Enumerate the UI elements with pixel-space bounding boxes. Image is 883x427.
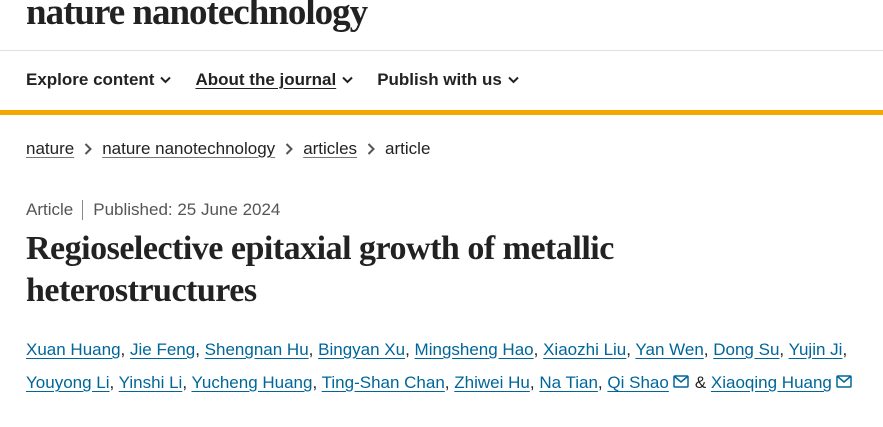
author-separator: , — [109, 373, 115, 392]
author-link[interactable]: Yan Wen — [635, 340, 704, 359]
author-separator: , — [405, 340, 410, 359]
chevron-glyph — [160, 76, 172, 84]
author-separator: , — [308, 340, 314, 359]
author-separator: , — [529, 373, 535, 392]
separator — [82, 200, 84, 220]
nav-label[interactable]: Publish with us — [377, 70, 502, 89]
author-link[interactable]: Youyong Li — [26, 373, 110, 392]
breadcrumb-link[interactable]: articles — [303, 139, 358, 158]
article-type: Article — [26, 200, 74, 219]
divider — [0, 50, 883, 51]
breadcrumb-chevron-glyph — [84, 143, 93, 155]
author-separator: , — [444, 373, 450, 392]
breadcrumb-chevron — [285, 143, 294, 155]
email-icon-glyph — [836, 375, 852, 388]
nav-label[interactable]: About the journal — [195, 70, 337, 89]
nav-item[interactable]: Explore content — [26, 70, 172, 90]
author-link[interactable]: Yujin Ji — [788, 340, 843, 359]
nav-item[interactable]: Publish with us — [377, 70, 519, 90]
author-separator: , — [779, 340, 785, 359]
breadcrumb-chevron-glyph — [367, 143, 375, 155]
author-separator: , — [703, 340, 709, 359]
chevron — [342, 76, 353, 84]
author-link[interactable]: Yinshi Li — [118, 373, 183, 392]
article-title: Regioselective epitaxial growth of metal… — [26, 230, 614, 309]
breadcrumb-current: article — [385, 139, 431, 158]
breadcrumb-chevron — [84, 143, 93, 155]
chevron — [160, 76, 172, 84]
author-link[interactable]: Xiaoqing Huang — [710, 373, 832, 392]
author-separator: , — [182, 373, 188, 392]
breadcrumb-link[interactable]: nature nanotechnology — [102, 139, 276, 158]
author-link[interactable]: Na Tian — [539, 373, 598, 392]
author-link[interactable]: Ting-Shan Chan — [321, 373, 445, 392]
email-icon[interactable] — [669, 375, 689, 388]
nav-item[interactable]: About the journal — [195, 70, 353, 90]
author-link[interactable]: Xiaozhi Liu — [543, 340, 627, 359]
author-link[interactable]: Yucheng Huang — [191, 373, 313, 392]
email-icon[interactable] — [832, 375, 852, 388]
nav-label[interactable]: Explore content — [26, 70, 155, 89]
author-separator: , — [533, 340, 539, 359]
accent-bar — [0, 110, 883, 115]
author-link[interactable]: Dong Su — [713, 340, 780, 359]
breadcrumb-chevron — [367, 143, 375, 155]
author-separator: , — [597, 373, 603, 392]
chevron-glyph — [508, 76, 519, 84]
author-link[interactable]: Bingyan Xu — [318, 340, 406, 359]
author-link[interactable]: Zhiwei Hu — [454, 373, 530, 392]
author-link[interactable]: Jie Feng — [130, 340, 196, 359]
author-link[interactable]: Mingsheng Hao — [414, 340, 534, 359]
logo[interactable]: nature nanotechnology — [26, 0, 368, 33]
author-separator: , — [626, 340, 631, 359]
nav: Explore content About the journal Publish … — [26, 70, 519, 90]
published-date: Published: 25 June 2024 — [93, 200, 281, 219]
author-separator: , — [312, 373, 318, 392]
chevron — [508, 76, 519, 84]
author-separator: & — [694, 373, 707, 392]
breadcrumbs: nature nature nanotechnology articles artic… — [26, 139, 430, 159]
email-icon-glyph — [673, 375, 689, 388]
article-meta: Article Published: 25 June 2024 — [26, 200, 280, 220]
author-separator: , — [195, 340, 200, 359]
breadcrumb-chevron-glyph — [285, 143, 294, 155]
breadcrumb-link[interactable]: nature — [26, 139, 75, 158]
author-list: Xuan Huang, Jie Feng, Shengnan Hu, Bingy… — [26, 333, 856, 399]
author-link[interactable]: Qi Shao — [607, 373, 669, 392]
author-separator: , — [842, 340, 848, 359]
author-link[interactable]: Xuan Huang — [26, 340, 121, 359]
chevron-glyph — [342, 76, 353, 84]
author-separator: , — [120, 340, 126, 359]
author-link[interactable]: Shengnan Hu — [204, 340, 309, 359]
